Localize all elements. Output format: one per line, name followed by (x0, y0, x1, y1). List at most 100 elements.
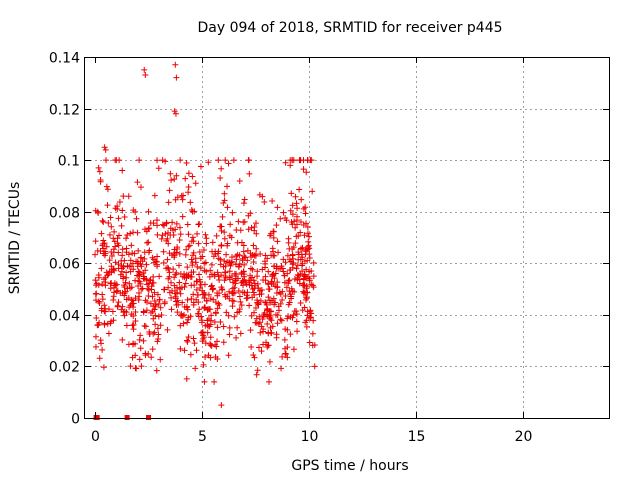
data-point (279, 353, 286, 360)
data-point (92, 333, 99, 340)
data-point (92, 238, 99, 245)
data-point (124, 231, 131, 238)
data-point (228, 234, 235, 241)
data-point (104, 202, 111, 209)
data-point (247, 272, 254, 279)
data-point (176, 224, 183, 231)
data-point (183, 160, 190, 167)
data-point (223, 309, 230, 316)
data-point (215, 248, 222, 255)
data-point (190, 335, 197, 342)
data-point (136, 157, 143, 164)
data-point (246, 302, 253, 309)
data-point (226, 276, 233, 283)
data-point (151, 289, 158, 296)
data-point (265, 286, 272, 293)
data-point (144, 239, 151, 246)
data-point (99, 217, 106, 224)
data-point (235, 288, 242, 295)
data-point (177, 312, 184, 319)
data-point (302, 210, 309, 217)
data-point (155, 331, 162, 338)
data-point (93, 290, 100, 297)
data-point (257, 329, 264, 336)
data-point (150, 273, 157, 280)
data-point (191, 282, 198, 289)
data-point (92, 282, 99, 289)
data-point (263, 299, 270, 306)
y-tick-label: 0.06 (49, 257, 80, 273)
data-point (160, 248, 167, 255)
data-point (298, 196, 305, 203)
data-point (266, 297, 273, 304)
data-point (300, 288, 307, 295)
data-point (275, 249, 282, 256)
data-point (132, 208, 139, 215)
data-point (218, 272, 225, 279)
data-point (154, 157, 161, 164)
data-point (287, 331, 294, 338)
data-point (283, 284, 290, 291)
data-point (250, 258, 257, 265)
data-point (203, 268, 210, 275)
data-point (265, 294, 272, 301)
data-point (250, 289, 257, 296)
data-point (167, 170, 174, 177)
data-point (287, 162, 294, 169)
data-point (262, 273, 269, 280)
data-point (227, 221, 234, 228)
data-point (250, 351, 257, 358)
data-point (169, 287, 176, 294)
data-point (266, 232, 273, 239)
data-point (289, 314, 296, 321)
data-point (99, 281, 106, 288)
data-point (217, 319, 224, 325)
data-point (221, 197, 228, 204)
data-point (153, 367, 160, 374)
data-point (211, 271, 218, 278)
data-point (265, 268, 272, 275)
data-point (260, 328, 267, 335)
data-point (110, 296, 117, 303)
data-point (135, 247, 142, 254)
data-point (146, 225, 153, 232)
data-point (185, 334, 192, 341)
data-point (187, 199, 194, 206)
plot-frame (84, 57, 610, 419)
data-point (245, 157, 252, 164)
data-point (291, 218, 298, 225)
data-point (132, 277, 139, 284)
data-point (226, 331, 233, 338)
data-point (304, 312, 311, 319)
data-point (172, 196, 179, 203)
data-point (163, 220, 170, 227)
data-point (218, 227, 225, 234)
data-point (202, 231, 209, 238)
data-point (100, 237, 107, 244)
data-point (158, 235, 165, 242)
data-point (98, 265, 105, 272)
data-point (265, 329, 272, 336)
data-point (92, 251, 99, 258)
data-point (281, 279, 288, 286)
data-point (258, 348, 265, 355)
data-point (215, 300, 222, 307)
data-point (221, 291, 228, 298)
data-point (251, 309, 257, 316)
data-point (304, 157, 311, 164)
data-point (150, 315, 157, 322)
data-point (297, 245, 304, 252)
data-point (227, 262, 234, 269)
data-point (306, 339, 313, 346)
data-point (301, 304, 308, 311)
data-point (185, 183, 192, 190)
data-point (212, 251, 219, 258)
data-point (261, 199, 268, 206)
data-point (258, 323, 265, 330)
data-point (266, 358, 273, 365)
data-point (192, 180, 199, 187)
data-point (196, 306, 203, 313)
data-point (287, 267, 294, 274)
data-point (283, 217, 290, 224)
data-point (99, 296, 106, 303)
